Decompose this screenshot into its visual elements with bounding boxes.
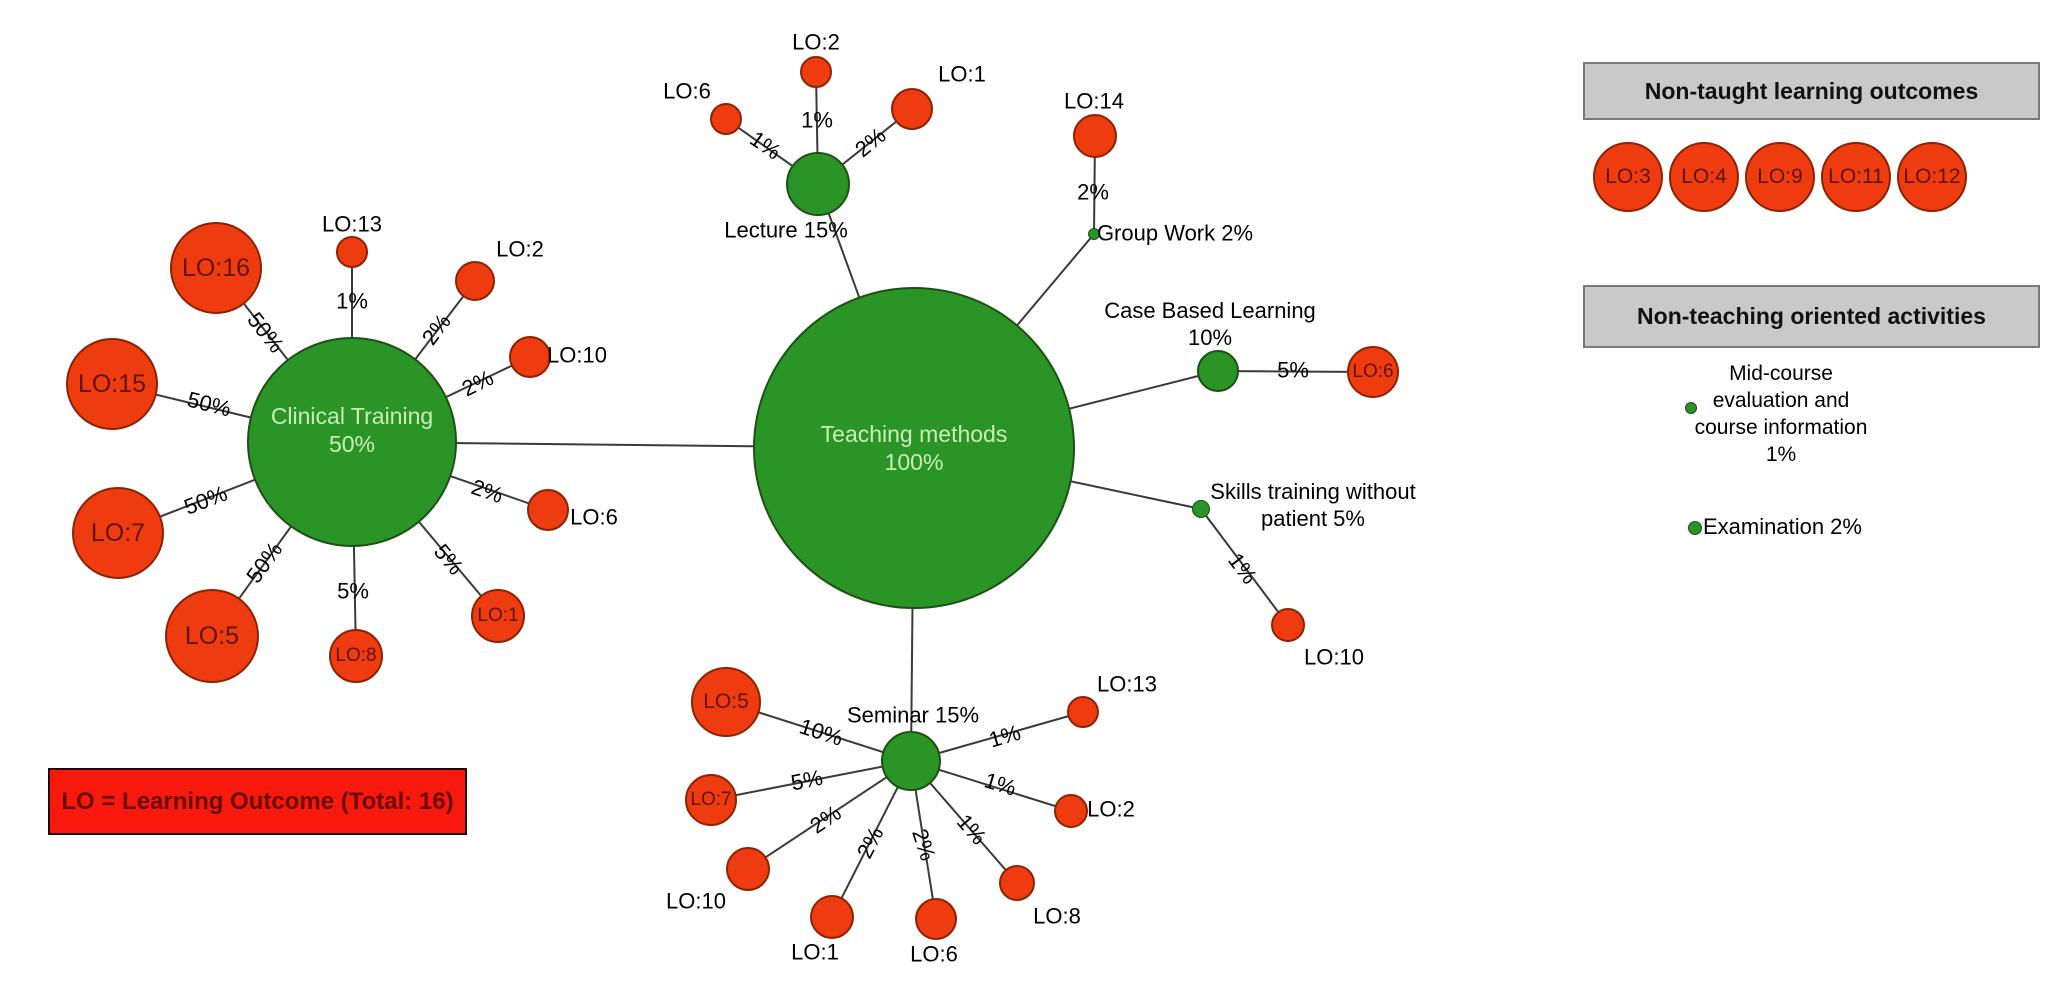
node-st-lo10 (1271, 608, 1305, 642)
non-taught-outcomes-row: LO:3 LO:4 LO:9 LO:11 LO:12 (1593, 142, 1967, 212)
mid-course-label: Mid-course evaluation and course informa… (1694, 362, 1868, 466)
node-label-case-based-learning: Case Based Learning 10% (1104, 298, 1316, 350)
node-label-ct-lo1: LO:1 (477, 605, 519, 627)
node-ct-lo5: LO:5 (165, 589, 259, 683)
node-label-sem-lo1: LO:1 (791, 939, 839, 965)
node-label-clinical-training: Clinical Training 50% (270, 402, 434, 457)
edge-line-seminar-sem-lo7 (710, 760, 912, 801)
node-sem-lo7: LO:7 (685, 774, 737, 826)
node-label-sem-lo10: LO:10 (666, 888, 726, 914)
node-ct-lo8: LO:8 (329, 629, 383, 683)
node-sem-lo13 (1067, 696, 1099, 728)
node-label-group-work: Group Work 2% (1096, 220, 1254, 246)
node-label-ct-lo7: LO:7 (90, 518, 146, 547)
node-label-st-lo10: LO:10 (1304, 644, 1364, 670)
mid-course-dot-icon (1685, 402, 1697, 414)
edge-percent-label-clinical-training-ct-lo8: 5% (337, 578, 369, 604)
legend-lo-circle-4: LO:11 (1821, 142, 1891, 212)
lo-abbreviation-note-text: LO = Learning Outcome (Total: 16) (61, 787, 454, 815)
node-gw-lo14 (1073, 114, 1117, 158)
legend-lo-circle-2: LO:4 (1669, 142, 1739, 212)
node-label-lec-lo2: LO:2 (792, 29, 840, 55)
node-ct-lo10 (509, 336, 551, 378)
node-label-lec-lo1: LO:1 (938, 61, 986, 87)
edge-percent-label-clinical-training-ct-lo13: 1% (336, 288, 368, 314)
node-lec-lo2 (800, 56, 832, 88)
node-cbl-lo6: LO:6 (1347, 346, 1399, 398)
node-ct-lo2 (455, 261, 495, 301)
node-label-ct-lo2: LO:2 (496, 236, 544, 262)
node-label-ct-lo16: LO:16 (181, 253, 251, 282)
node-skills-training (1192, 500, 1210, 518)
node-label-sem-lo8: LO:8 (1033, 903, 1081, 929)
examination-dot-icon (1688, 521, 1702, 535)
edge-line-skills-training-st-lo10 (1200, 508, 1289, 626)
edge-percent-label-lecture-lec-lo2: 1% (801, 107, 833, 133)
node-ct-lo16: LO:16 (170, 222, 262, 314)
node-clinical-training: Clinical Training 50% (247, 337, 457, 547)
node-lec-lo1 (891, 88, 933, 130)
legend-non-taught-panel: Non-taught learning outcomes (1583, 62, 2040, 120)
node-label-ct-lo8: LO:8 (335, 645, 377, 667)
node-ct-lo15: LO:15 (66, 338, 158, 430)
node-label-teaching-methods: Teaching methods 100% (820, 420, 1008, 475)
node-label-lec-lo6: LO:6 (663, 78, 711, 104)
edge-line-seminar-sem-lo10 (747, 760, 912, 870)
node-ct-lo6 (527, 489, 569, 531)
legend-non-taught-title: Non-taught learning outcomes (1644, 77, 1979, 104)
node-lec-lo6 (710, 103, 742, 135)
node-label-sem-lo2: LO:2 (1087, 796, 1135, 822)
node-label-ct-lo13: LO:13 (322, 211, 382, 237)
node-label-ct-lo15: LO:15 (77, 369, 147, 398)
node-label-sem-lo7: LO:7 (690, 789, 732, 811)
node-sem-lo5: LO:5 (691, 667, 761, 737)
node-sem-lo10 (726, 847, 770, 891)
node-lecture (786, 152, 850, 216)
node-sem-lo6 (915, 898, 957, 940)
node-label-seminar: Seminar 15% (846, 702, 980, 728)
node-ct-lo13 (336, 236, 368, 268)
node-label-sem-lo5: LO:5 (703, 690, 749, 714)
edge-percent-label-case-based-learning-cbl-lo6: 5% (1277, 357, 1309, 383)
legend-non-teaching-panel: Non-teaching oriented activities (1583, 285, 2040, 348)
legend-lo-circle-3: LO:9 (1745, 142, 1815, 212)
node-sem-lo8 (999, 865, 1035, 901)
node-label-ct-lo5: LO:5 (184, 621, 240, 650)
node-sem-lo2 (1054, 794, 1088, 828)
node-case-based-learning (1197, 350, 1239, 392)
node-group-work (1088, 228, 1100, 240)
node-label-cbl-lo6: LO:6 (1352, 361, 1394, 383)
legend-lo-circle-1: LO:3 (1593, 142, 1663, 212)
node-label-sem-lo6: LO:6 (910, 941, 958, 967)
node-sem-lo1 (810, 895, 854, 939)
node-label-gw-lo14: LO:14 (1064, 88, 1124, 114)
node-label-ct-lo6: LO:6 (570, 504, 618, 530)
node-label-sem-lo13: LO:13 (1097, 671, 1157, 697)
lo-abbreviation-note: LO = Learning Outcome (Total: 16) (48, 768, 467, 835)
legend-lo-circle-5: LO:12 (1897, 142, 1967, 212)
node-label-ct-lo10: LO:10 (547, 342, 607, 368)
node-teaching-methods: Teaching methods 100% (753, 287, 1075, 609)
legend-non-teaching-title: Non-teaching oriented activities (1637, 303, 1986, 329)
node-label-skills-training: Skills training without patient 5% (1210, 479, 1416, 531)
node-label-lecture: Lecture 15% (724, 217, 848, 243)
edge-percent-label-group-work-gw-lo14: 2% (1077, 179, 1109, 205)
node-ct-lo1: LO:1 (471, 589, 525, 643)
examination-label: Examination 2% (1703, 514, 1862, 539)
node-seminar (881, 731, 941, 791)
node-ct-lo7: LO:7 (72, 487, 164, 579)
